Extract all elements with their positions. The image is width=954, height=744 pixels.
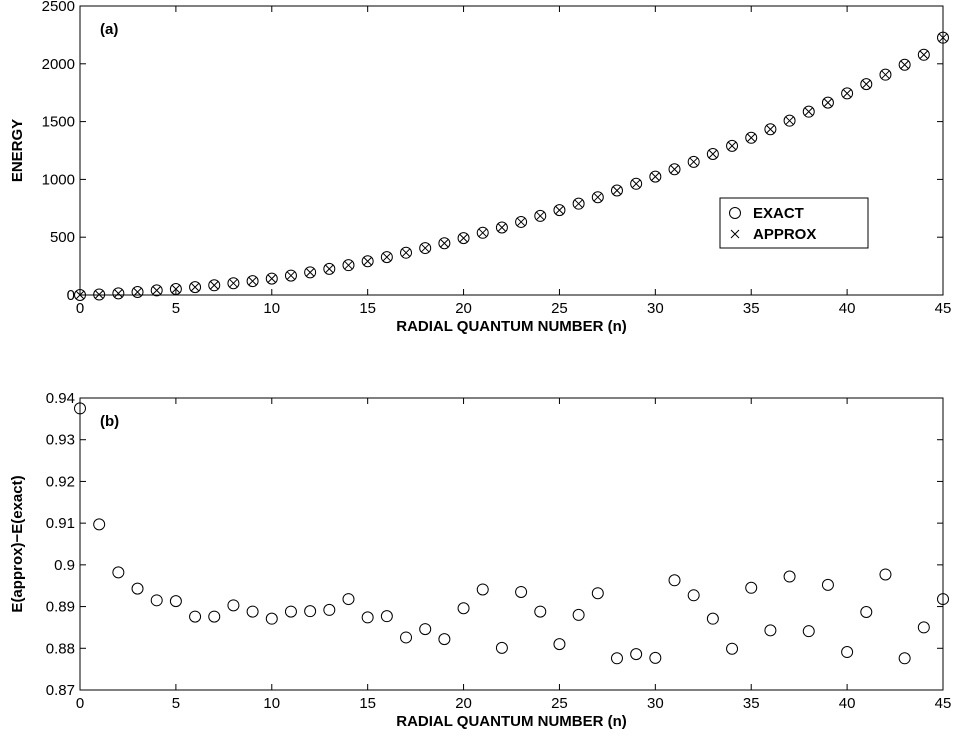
x-tick-label: 15 [359, 300, 376, 317]
y-tick-label: 2500 [42, 0, 75, 15]
x-tick-label: 0 [76, 695, 84, 712]
x-tick-label: 5 [172, 300, 180, 317]
legend-label: APPROX [753, 226, 816, 243]
x-tick-label: 30 [647, 300, 664, 317]
panel-label: (b) [100, 413, 119, 430]
legend-label: EXACT [753, 205, 804, 222]
x-tick-label: 10 [263, 300, 280, 317]
x-tick-label: 35 [743, 300, 760, 317]
x-tick-label: 20 [455, 695, 472, 712]
legend: EXACT APPROX [720, 198, 868, 248]
y-axis-label: E(approx)−E(exact) [9, 475, 26, 612]
x-tick-label: 5 [172, 695, 180, 712]
y-tick-label: 0.9 [54, 557, 75, 574]
y-tick-label: 500 [50, 229, 75, 246]
y-tick-label: 0.89 [46, 599, 75, 616]
y-tick-label: 1000 [42, 171, 75, 188]
x-axis-label: RADIAL QUANTUM NUMBER (n) [396, 318, 627, 335]
panel-a: 0 5 10 15 20 25 30 35 40 45 0 500 1000 1500 2000 2500 RA… [9, 0, 951, 335]
y-axis-label: ENERGY [9, 119, 26, 182]
x-tick-label: 40 [839, 300, 856, 317]
panel-label: (a) [100, 21, 118, 38]
x-tick-label: 25 [551, 695, 568, 712]
panel-b: 0 5 10 15 20 25 30 35 40 45 0.87 0.88 0.89 0.9 0.91 0.9… [9, 390, 951, 730]
y-tick-label: 1500 [42, 114, 75, 131]
x-tick-label: 25 [551, 300, 568, 317]
x-tick-label: 20 [455, 300, 472, 317]
x-tick-label: 40 [839, 695, 856, 712]
plot-frame [80, 398, 943, 690]
plot-frame [80, 6, 943, 295]
y-tick-label: 0.91 [46, 515, 75, 532]
y-tick-label: 0.93 [46, 432, 75, 449]
x-tick-label: 10 [263, 695, 280, 712]
x-tick-label: 35 [743, 695, 760, 712]
y-tick-label: 0.92 [46, 473, 75, 490]
y-tick-label: 0 [67, 287, 75, 304]
y-tick-label: 0.94 [46, 390, 75, 407]
y-tick-label: 2000 [42, 56, 75, 73]
x-tick-label: 45 [935, 300, 952, 317]
x-tick-label: 15 [359, 695, 376, 712]
x-tick-label: 45 [935, 695, 952, 712]
x-tick-label: 0 [76, 300, 84, 317]
y-tick-label: 0.87 [46, 682, 75, 699]
y-tick-label: 0.88 [46, 640, 75, 657]
x-tick-label: 30 [647, 695, 664, 712]
x-axis-label: RADIAL QUANTUM NUMBER (n) [396, 713, 627, 730]
